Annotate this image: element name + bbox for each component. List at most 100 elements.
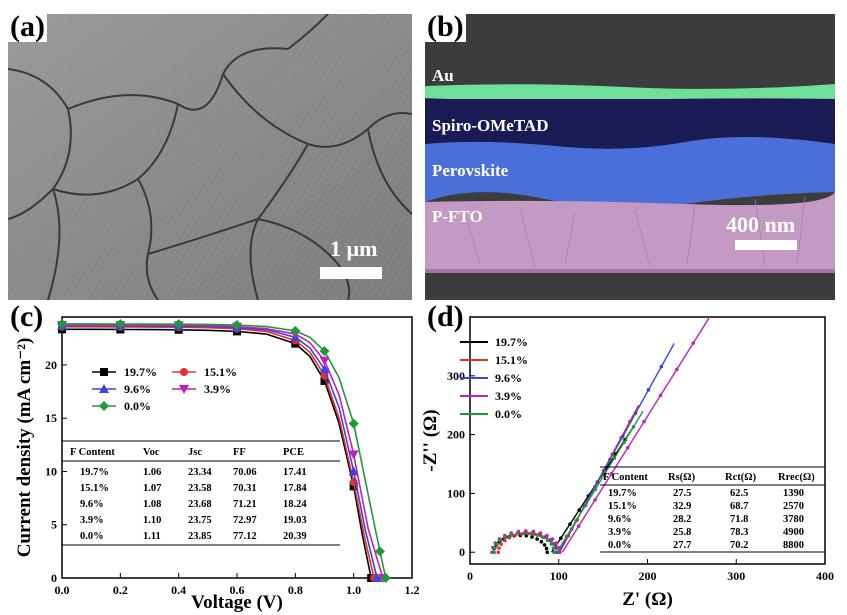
data-point-c	[319, 356, 330, 366]
x-tick-label-d: 0	[467, 569, 473, 583]
table-cell-c: 1.08	[143, 499, 161, 510]
data-point-d	[633, 411, 638, 415]
table-cell-c: 23.85	[188, 531, 212, 542]
data-point-c	[348, 450, 359, 460]
table-cell-d: 15.1%	[608, 501, 637, 512]
data-point-d	[535, 533, 539, 537]
table-cell-c: 1.06	[143, 467, 161, 478]
table-cell-c: 17.84	[283, 483, 307, 494]
table-cell-d: 71.8	[730, 514, 748, 525]
table-cell-c: 20.39	[283, 531, 307, 542]
data-point-d	[583, 503, 588, 507]
table-cell-d: 25.8	[673, 527, 691, 538]
data-point-d	[503, 535, 507, 540]
data-point-d	[625, 445, 630, 450]
series-fit-d	[561, 316, 711, 553]
layer-label-perovskite: Perovskite	[432, 161, 509, 180]
data-point-d	[531, 529, 536, 534]
data-point-d	[545, 538, 550, 543]
x-tick-label-d: 100	[550, 569, 568, 583]
nyquist-chart: 0 100 200 300 400 0 100 200 300 Z' (Ω) -Z'' (Ω) 19.…	[420, 316, 834, 610]
data-point-d	[545, 533, 549, 538]
series-line-c	[62, 326, 375, 579]
data-point-d	[530, 535, 534, 539]
legend-label-c: 9.6%	[124, 382, 151, 396]
x-tick-label-c: 1.2	[405, 583, 420, 597]
x-tick-label-d: 400	[816, 569, 834, 583]
scalebar-a	[320, 267, 382, 279]
data-point-c	[348, 466, 359, 476]
data-point-d	[576, 524, 581, 528]
table-cell-c: 71.21	[233, 499, 257, 510]
table-cell-c: 70.06	[233, 467, 257, 478]
table-cell-c: 17.41	[283, 467, 307, 478]
legend-label-c: 19.7%	[124, 365, 157, 379]
data-point-d	[541, 535, 545, 540]
data-point-d	[526, 531, 530, 536]
table-header-d: Rs(Ω)	[668, 472, 696, 483]
data-point-d	[574, 519, 578, 523]
legend-marker-c	[100, 368, 108, 376]
data-point-d	[608, 457, 612, 462]
layer-label-spiro: Spiro-OMeTAD	[432, 116, 549, 135]
data-point-d	[491, 550, 496, 555]
y-axis-title-c: Current density (mA cm⁻²)	[14, 338, 35, 558]
table-cell-c: 3.9%	[80, 515, 104, 526]
legend-marker-c	[180, 368, 188, 376]
panel-a-label: (a)	[8, 10, 47, 43]
table-cell-c: 70.31	[233, 483, 257, 494]
sem-top-view-image	[8, 14, 412, 300]
data-point-c	[372, 573, 382, 582]
data-point-d	[603, 472, 607, 476]
x-tick-label-d: 200	[639, 569, 657, 583]
table-header-d: F Content	[603, 472, 648, 483]
data-point-d	[522, 531, 526, 535]
table-cell-c: 23.58	[188, 483, 212, 494]
panel-c-label: (c)	[10, 300, 44, 333]
data-point-d	[496, 550, 501, 555]
data-point-d	[538, 531, 543, 535]
data-point-d	[542, 543, 547, 547]
table-cell-c: 23.75	[188, 515, 212, 526]
table-header-c: Jsc	[188, 447, 202, 458]
data-point-c	[380, 573, 391, 583]
table-cell-c: 77.12	[233, 531, 257, 542]
series-d-0.0%	[491, 410, 644, 555]
table-cell-d: 3780	[783, 514, 804, 525]
data-point-d	[658, 393, 663, 398]
data-point-d	[545, 550, 550, 555]
y-tick-label-c: 5	[51, 518, 57, 532]
sem-cross-section-image	[425, 14, 835, 300]
table-cell-d: 1390	[783, 488, 804, 499]
table-cell-c: 19.03	[283, 515, 307, 526]
data-point-d	[502, 538, 507, 543]
table-cell-c: 72.97	[233, 515, 257, 526]
data-point-d	[509, 533, 513, 537]
data-point-d	[564, 534, 569, 539]
table-header-d: Rct(Ω)	[725, 472, 757, 483]
data-point-d	[559, 536, 563, 540]
data-point-d	[499, 542, 504, 546]
perovskite-layer	[425, 136, 835, 208]
data-point-d	[659, 364, 664, 369]
data-point-c	[290, 325, 301, 336]
data-point-c	[57, 318, 67, 329]
data-point-d	[622, 440, 626, 445]
data-point-c	[320, 376, 329, 385]
table-cell-d: 8800	[783, 540, 804, 551]
series-line-c	[62, 328, 372, 579]
data-point-d	[528, 531, 533, 536]
table-cell-c: 18.24	[283, 499, 307, 510]
y-tick-label-c: 15	[45, 411, 57, 425]
data-point-c	[349, 482, 358, 491]
data-point-d	[494, 542, 499, 546]
data-point-d	[497, 546, 501, 550]
legend-label-d: 19.7%	[495, 335, 528, 349]
table-cell-c: 1.07	[143, 483, 161, 494]
data-point-c	[115, 319, 126, 330]
data-point-d	[551, 546, 556, 550]
data-point-d	[554, 541, 559, 545]
layer-label-au: Au	[432, 66, 454, 85]
panel-d-label: (d)	[427, 300, 464, 333]
data-point-d	[691, 341, 696, 345]
